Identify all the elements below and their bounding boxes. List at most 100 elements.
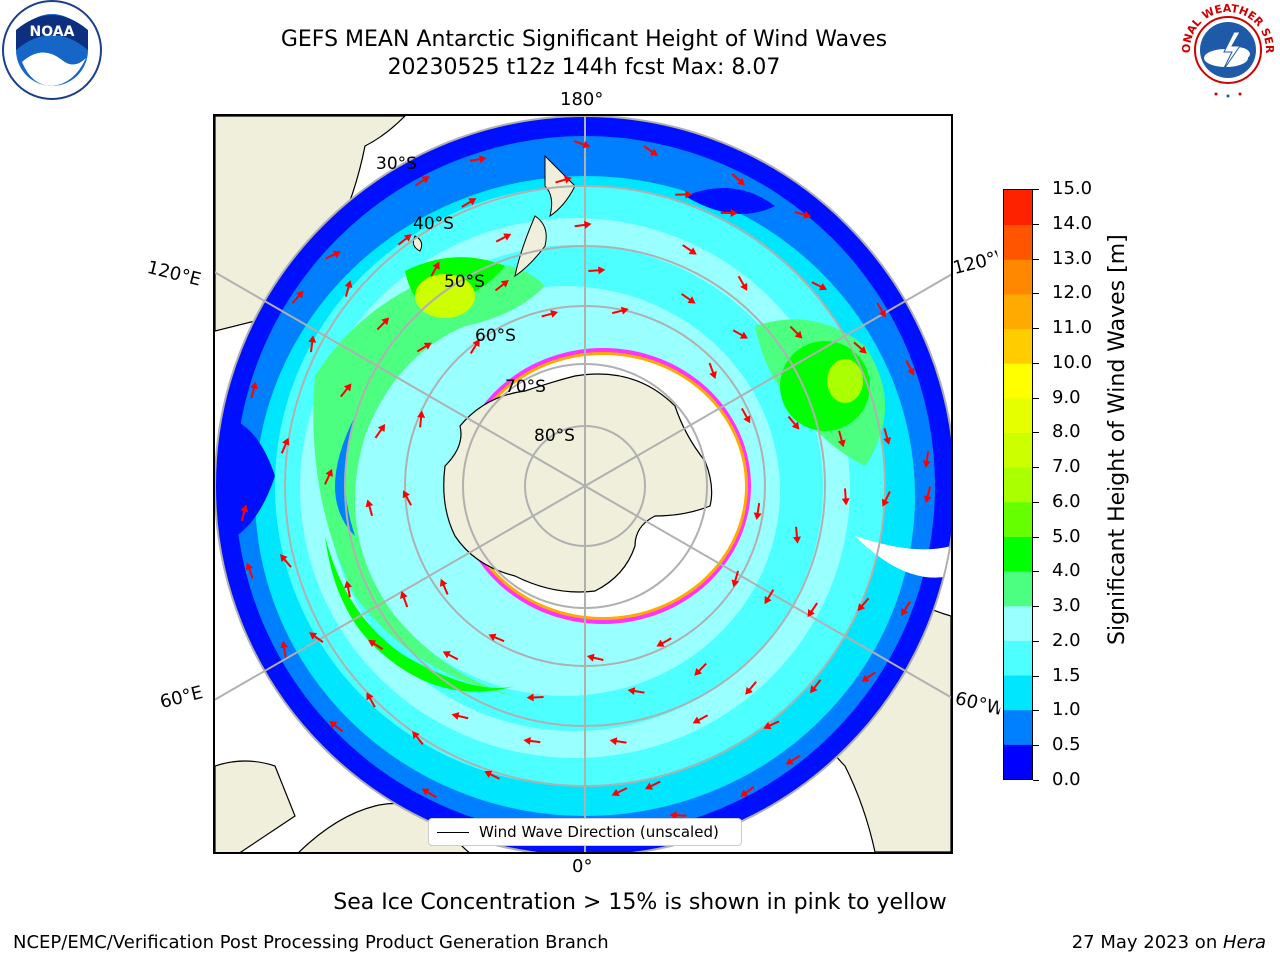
footer-date-text: 27 May 2023 on [1071, 932, 1223, 953]
wind-arrow-head [609, 737, 618, 746]
lon-label-60w: 60°W [952, 688, 1003, 720]
wind-arrow-head [923, 495, 932, 504]
colorbar-segment [1004, 675, 1032, 711]
colorbar-tick-label: 13.0 [1052, 247, 1093, 269]
colorbar-tick-mark [1033, 258, 1039, 260]
colorbar-segment [1004, 328, 1032, 364]
wind-arrow-head [740, 282, 748, 291]
wind-arrow-head [858, 345, 867, 354]
wind-arrow-head [743, 415, 751, 424]
wind-arrow-head [479, 155, 487, 164]
wind-arrow-head [325, 468, 333, 477]
wind-arrow-head [421, 788, 430, 796]
wind-arrow-head [343, 383, 352, 392]
wind-arrow-head [753, 512, 762, 520]
wind-arrow-head [644, 782, 654, 790]
colorbar [1003, 189, 1033, 780]
colorbar-segment [1004, 571, 1032, 607]
wind-arrow-head [442, 651, 451, 659]
colorbar-tick-mark [1033, 293, 1039, 295]
colorbar-tick-mark [1033, 571, 1039, 573]
colorbar-tick-mark [1033, 328, 1039, 330]
polar-stereographic-map: 30°S 40°S 50°S 60°S 70°S 80°S [215, 116, 951, 852]
wind-arrow-head [421, 176, 430, 184]
wind-arrow-head [308, 335, 317, 343]
wind-arrow-head [403, 234, 412, 242]
colorbar-tick-label: 11.0 [1052, 317, 1093, 339]
colorbar-tick-label: 10.0 [1052, 351, 1093, 373]
colorbar-tick-mark [1033, 467, 1039, 469]
wind-arrow-head [423, 342, 432, 350]
wind-arrow-head [598, 266, 606, 275]
wind-direction-legend: Wind Wave Direction (unscaled) [428, 818, 742, 846]
wind-arrow-head [745, 686, 753, 695]
wind-arrow-head [656, 639, 665, 647]
wind-arrow-head [740, 789, 749, 797]
wind-arrow-head [280, 554, 288, 563]
wind-arrow-head [763, 721, 772, 730]
colorbar-tick-label: 0.5 [1052, 734, 1081, 756]
wind-wave-arrows [240, 140, 932, 839]
wind-arrow-head [922, 460, 931, 468]
colorbar-tick-label: 14.0 [1052, 212, 1093, 234]
colorbar-tick-mark [1033, 189, 1039, 190]
wind-arrow-head [400, 591, 408, 599]
colorbar-segment [1004, 640, 1032, 676]
lon-label-60e: 60°E [157, 682, 205, 713]
colorbar-segment [1004, 259, 1032, 295]
wind-arrow-head [669, 811, 677, 820]
wind-arrow-head [451, 712, 460, 720]
colorbar-tick-mark [1033, 432, 1039, 434]
wind-arrow-head [295, 290, 304, 299]
colorbar-tick-mark [1033, 640, 1039, 642]
lon-label-0: 0° [572, 856, 593, 877]
wind-arrow-head [344, 580, 352, 589]
wind-arrow-head [878, 309, 886, 318]
meridian-line [584, 485, 951, 699]
wind-arrow-head [764, 596, 772, 605]
wind-arrow-head [861, 674, 870, 683]
antarctica [443, 373, 713, 593]
colorbar-tick-mark [1033, 362, 1039, 364]
wind-arrow-head [685, 190, 693, 199]
wind-arrow-head [412, 731, 420, 740]
new-zealand [412, 154, 576, 278]
wind-arrow-head [694, 667, 703, 676]
colorbar-tick-label: 2.0 [1052, 629, 1081, 651]
wind-arrow-head [523, 736, 531, 745]
wind-arrow-head [841, 498, 850, 506]
noaa-logo-text: NOAA [30, 24, 75, 40]
legend-label: Wind Wave Direction (unscaled) [479, 823, 719, 841]
wind-arrow-head [365, 499, 374, 508]
wind-arrow-head [417, 410, 426, 418]
lat-label-60s: 60°S [475, 326, 516, 346]
colorbar-tick-label: 9.0 [1052, 386, 1081, 408]
colorbar-segment [1004, 744, 1032, 779]
wind-arrow-head [649, 148, 658, 156]
wind-arrow-head [620, 306, 629, 315]
meridian-line [584, 273, 951, 487]
chart-title: GEFS MEAN Antarctic Significant Height o… [280, 27, 888, 52]
map-panel: 30°S 40°S 50°S 60°S 70°S 80°S [213, 114, 953, 854]
wind-arrow-head [901, 607, 909, 617]
wind-arrow-head [584, 220, 592, 229]
lat-label-40s: 40°S [413, 214, 454, 234]
footer-credit: NCEP/EMC/Verification Post Processing Pr… [13, 932, 609, 953]
wind-arrow-head [785, 757, 794, 765]
colorbar-segment [1004, 224, 1032, 260]
wind-arrow-head [402, 490, 410, 499]
chart-subtitle: 20230525 t12z 144h fcst Max: 8.07 [387, 55, 781, 80]
wind-arrow-head [582, 140, 591, 149]
wind-arrow-head [883, 436, 892, 445]
wind-arrow-head [837, 439, 846, 448]
wind-arrow-head [550, 310, 559, 318]
wind-arrow-head [627, 687, 636, 696]
colorbar-tick-mark [1033, 675, 1039, 677]
colorbar-tick-label: 0.0 [1052, 769, 1081, 790]
colorbar-tick-label: 15.0 [1052, 178, 1093, 199]
colorbar-tick-mark [1033, 710, 1039, 712]
wind-arrow-head [564, 175, 572, 184]
wind-arrow-head [687, 296, 696, 304]
footer-date: 27 May 2023 on Hera [1072, 932, 1266, 953]
colorbar-tick-mark [1033, 501, 1039, 503]
